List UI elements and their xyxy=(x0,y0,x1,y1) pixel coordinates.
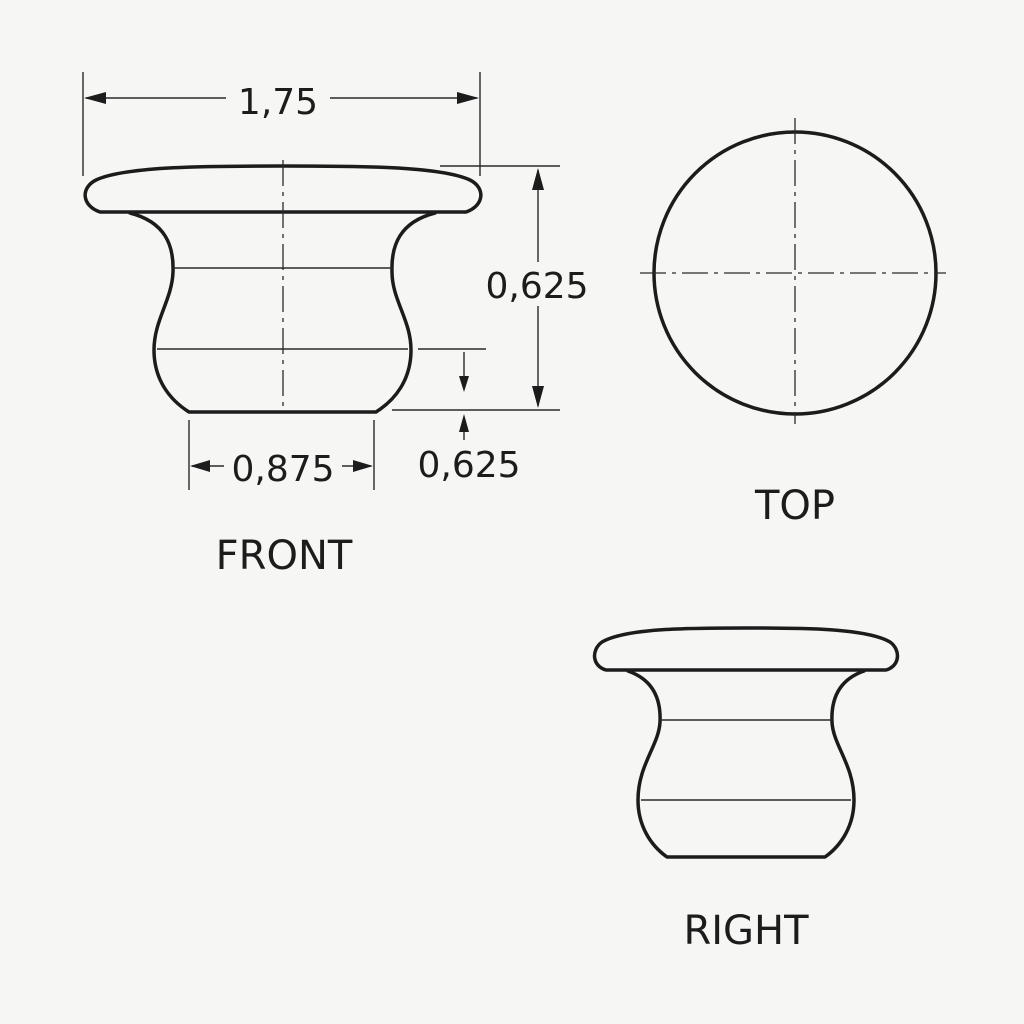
base-height-arrow-up xyxy=(459,414,469,432)
front-view: 1,75 0,625 0,625 0,875 FRONT xyxy=(82,72,590,579)
width-arrow-left xyxy=(84,92,106,104)
right-body-outline xyxy=(626,669,866,859)
height-arrow-bottom xyxy=(532,386,544,408)
height-text-gap xyxy=(486,262,590,306)
base-height-arrow-down xyxy=(459,376,469,392)
base-arrow-left xyxy=(190,460,210,472)
base-text-gap xyxy=(224,446,342,486)
base-diameter-dimension: 0,875 xyxy=(231,449,334,490)
base-height-dimension: 0,625 xyxy=(417,445,520,486)
overall-height-dimension: 0,625 xyxy=(485,266,588,307)
width-text-gap xyxy=(226,78,330,118)
right-view-label: RIGHT xyxy=(683,908,809,954)
top-view-label: TOP xyxy=(754,483,835,529)
base-arrow-right xyxy=(353,460,373,472)
right-view: RIGHT xyxy=(592,626,900,954)
width-arrow-right xyxy=(457,92,479,104)
top-view: TOP xyxy=(640,118,946,529)
right-cap-outline xyxy=(592,626,900,672)
front-body-outline xyxy=(128,211,437,414)
front-cap-outline xyxy=(83,164,483,214)
front-view-label: FRONT xyxy=(216,533,353,579)
height-arrow-top xyxy=(532,168,544,190)
overall-width-dimension: 1,75 xyxy=(238,82,318,123)
